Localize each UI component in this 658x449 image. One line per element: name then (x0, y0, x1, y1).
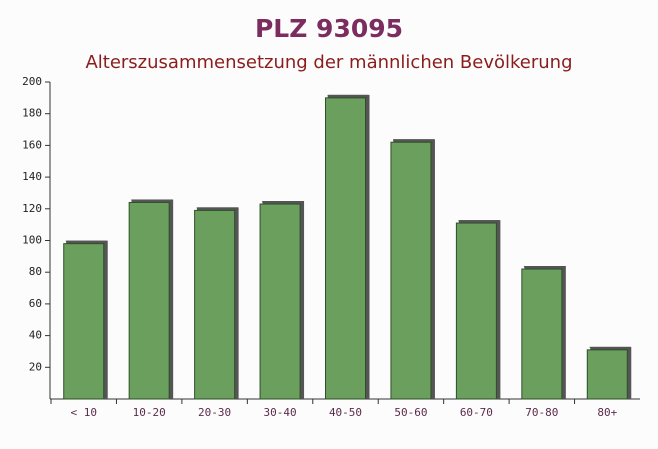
x-tick-label: 60-70 (460, 406, 493, 419)
x-tick-label: 70-80 (525, 406, 558, 419)
chart-title: PLZ 93095 (255, 14, 403, 43)
x-tick-label: 40-50 (329, 406, 362, 419)
x-tick-label: 30-40 (263, 406, 296, 419)
bar-shadow-top (66, 240, 107, 244)
x-tick-label: 10-20 (133, 406, 166, 419)
x-tick-label: < 10 (70, 406, 97, 419)
bar (128, 201, 170, 400)
y-tick-label: 120 (22, 202, 42, 215)
y-tick-label: 20 (29, 360, 42, 373)
bar-shadow-top (132, 199, 173, 203)
y-tick-label: 60 (29, 297, 42, 310)
bar-shadow-top (459, 220, 500, 224)
bar (63, 243, 105, 400)
bar-shadow-top (524, 266, 565, 270)
bar (521, 268, 563, 400)
y-tick-label: 100 (22, 234, 42, 247)
y-tick-label: 160 (22, 138, 42, 151)
chart-subtitle: Alterszusammensetzung der männlichen Bev… (85, 52, 572, 73)
bar (259, 203, 301, 400)
bar-shadow-top (197, 207, 238, 211)
bar-shadow-top (393, 139, 434, 143)
y-tick-label: 80 (29, 265, 42, 278)
bar (325, 97, 366, 400)
bar (455, 222, 497, 400)
y-tick-label: 40 (29, 329, 42, 342)
bar (586, 349, 628, 400)
bar-shadow-top (590, 346, 631, 350)
bar (194, 209, 236, 400)
x-tick-label: 80+ (597, 406, 617, 419)
bar-shadow-top (328, 94, 369, 98)
y-tick-label: 180 (22, 107, 42, 120)
bar-shadow-top (263, 201, 304, 205)
y-tick-label: 140 (22, 170, 42, 183)
x-tick-label: 50-60 (394, 406, 427, 419)
bar (390, 141, 432, 400)
x-tick-label: 20-30 (198, 406, 231, 419)
y-tick-label: 200 (22, 75, 42, 88)
